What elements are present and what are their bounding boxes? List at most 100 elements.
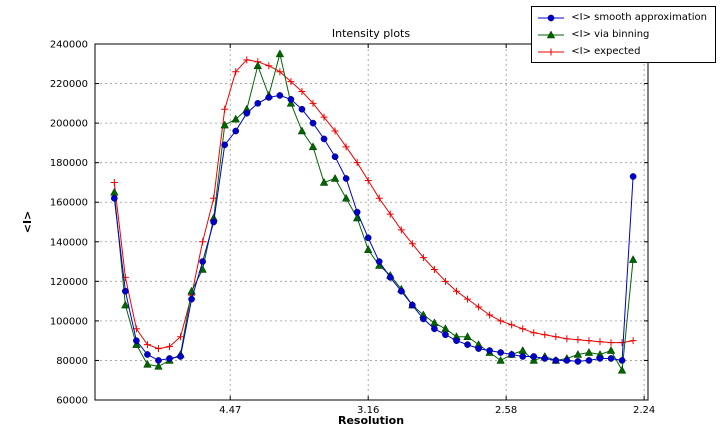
marker-plus bbox=[464, 295, 472, 303]
marker-triangle bbox=[363, 245, 373, 253]
marker-circle bbox=[232, 127, 240, 135]
marker-circle bbox=[486, 347, 493, 354]
marker-circle bbox=[442, 331, 449, 339]
marker-triangle bbox=[110, 187, 119, 196]
y-tick-label: 220000 bbox=[50, 79, 88, 90]
marker-plus bbox=[199, 238, 207, 246]
x-tick-label: 4.47 bbox=[219, 405, 241, 416]
gridlines bbox=[95, 44, 648, 400]
legend-item: <I> via binning bbox=[536, 26, 707, 43]
legend-marker-sample bbox=[538, 29, 565, 38]
marker-plus bbox=[607, 339, 615, 347]
marker-circle bbox=[298, 105, 306, 113]
marker-plus bbox=[486, 311, 494, 319]
marker-circle bbox=[221, 141, 229, 149]
marker-plus bbox=[475, 303, 483, 311]
marker-circle bbox=[331, 153, 339, 161]
marker-plus bbox=[441, 277, 449, 285]
marker-circle bbox=[475, 345, 482, 352]
legend-marker-sample bbox=[538, 14, 565, 21]
marker-triangle bbox=[319, 177, 329, 186]
marker-circle bbox=[210, 218, 218, 226]
marker-circle bbox=[574, 358, 582, 365]
marker-plus bbox=[386, 210, 394, 218]
marker-circle bbox=[607, 355, 615, 362]
marker-circle bbox=[541, 355, 549, 362]
marker-plus bbox=[585, 337, 593, 345]
marker-plus bbox=[177, 333, 185, 341]
marker-plus bbox=[419, 254, 427, 262]
marker-circle bbox=[618, 357, 626, 364]
marker-triangle bbox=[496, 355, 505, 364]
marker-circle bbox=[453, 337, 460, 345]
marker-circle bbox=[342, 175, 350, 182]
x-axis-label: Resolution bbox=[338, 414, 404, 427]
marker-triangle bbox=[308, 142, 318, 151]
marker-plus bbox=[143, 341, 151, 349]
marker-plus bbox=[541, 331, 549, 339]
legend-item: <I> expected bbox=[536, 43, 707, 60]
marker-plus bbox=[408, 240, 416, 248]
marker-plus bbox=[166, 343, 174, 351]
marker-circle bbox=[364, 234, 372, 242]
plot-frame bbox=[94, 43, 649, 401]
marker-triangle bbox=[529, 355, 538, 364]
marker-triangle bbox=[628, 255, 638, 263]
marker-circle bbox=[110, 194, 118, 202]
marker-circle bbox=[122, 287, 129, 295]
marker-circle bbox=[155, 357, 162, 364]
marker-triangle bbox=[617, 365, 627, 374]
marker-circle bbox=[243, 109, 251, 117]
marker-circle bbox=[254, 99, 262, 107]
marker-circle bbox=[397, 287, 405, 295]
y-tick-label: 60000 bbox=[56, 396, 88, 407]
marker-triangle bbox=[275, 49, 285, 58]
y-tick-label: 240000 bbox=[50, 40, 88, 51]
marker-circle bbox=[287, 96, 295, 103]
marker-circle bbox=[431, 325, 438, 333]
marker-triangle bbox=[573, 349, 583, 358]
plot-title: Intensity plots bbox=[332, 27, 410, 40]
marker-plus bbox=[309, 99, 317, 107]
marker-triangle bbox=[430, 318, 439, 327]
marker-plus bbox=[154, 345, 162, 353]
y-tick-label: 120000 bbox=[50, 277, 88, 288]
marker-circle bbox=[408, 301, 416, 309]
marker-circle bbox=[464, 341, 471, 348]
marker-triangle bbox=[231, 114, 240, 123]
marker-circle bbox=[177, 353, 184, 360]
marker-plus bbox=[276, 68, 284, 76]
marker-plus bbox=[221, 105, 229, 113]
marker-triangle bbox=[253, 61, 263, 70]
marker-plus bbox=[547, 48, 555, 55]
marker-circle bbox=[144, 351, 151, 358]
marker-circle bbox=[497, 349, 504, 356]
marker-plus bbox=[353, 159, 361, 167]
marker-plus bbox=[452, 287, 460, 295]
marker-circle bbox=[530, 353, 538, 360]
marker-circle bbox=[353, 208, 361, 216]
marker-plus bbox=[331, 127, 339, 135]
marker-triangle bbox=[297, 126, 307, 135]
marker-plus bbox=[574, 336, 582, 344]
marker-plus bbox=[530, 329, 538, 337]
y-tick-label: 200000 bbox=[50, 119, 88, 130]
marker-plus bbox=[265, 62, 273, 70]
x-tick-label: 3.16 bbox=[357, 405, 379, 416]
marker-circle bbox=[585, 357, 593, 364]
marker-triangle bbox=[286, 98, 296, 107]
marker-circle bbox=[563, 357, 571, 364]
x-tick-label: 2.24 bbox=[633, 405, 655, 416]
marker-plus bbox=[110, 178, 118, 186]
legend-label: <I> via binning bbox=[571, 29, 650, 40]
marker-circle bbox=[552, 357, 560, 364]
marker-circle bbox=[188, 295, 195, 303]
marker-plus bbox=[375, 194, 383, 202]
marker-triangle bbox=[330, 173, 340, 182]
marker-plus bbox=[552, 333, 560, 341]
marker-triangle bbox=[547, 29, 556, 38]
marker-triangle bbox=[441, 324, 450, 333]
marker-triangle bbox=[518, 346, 527, 354]
marker-plus bbox=[320, 113, 328, 121]
